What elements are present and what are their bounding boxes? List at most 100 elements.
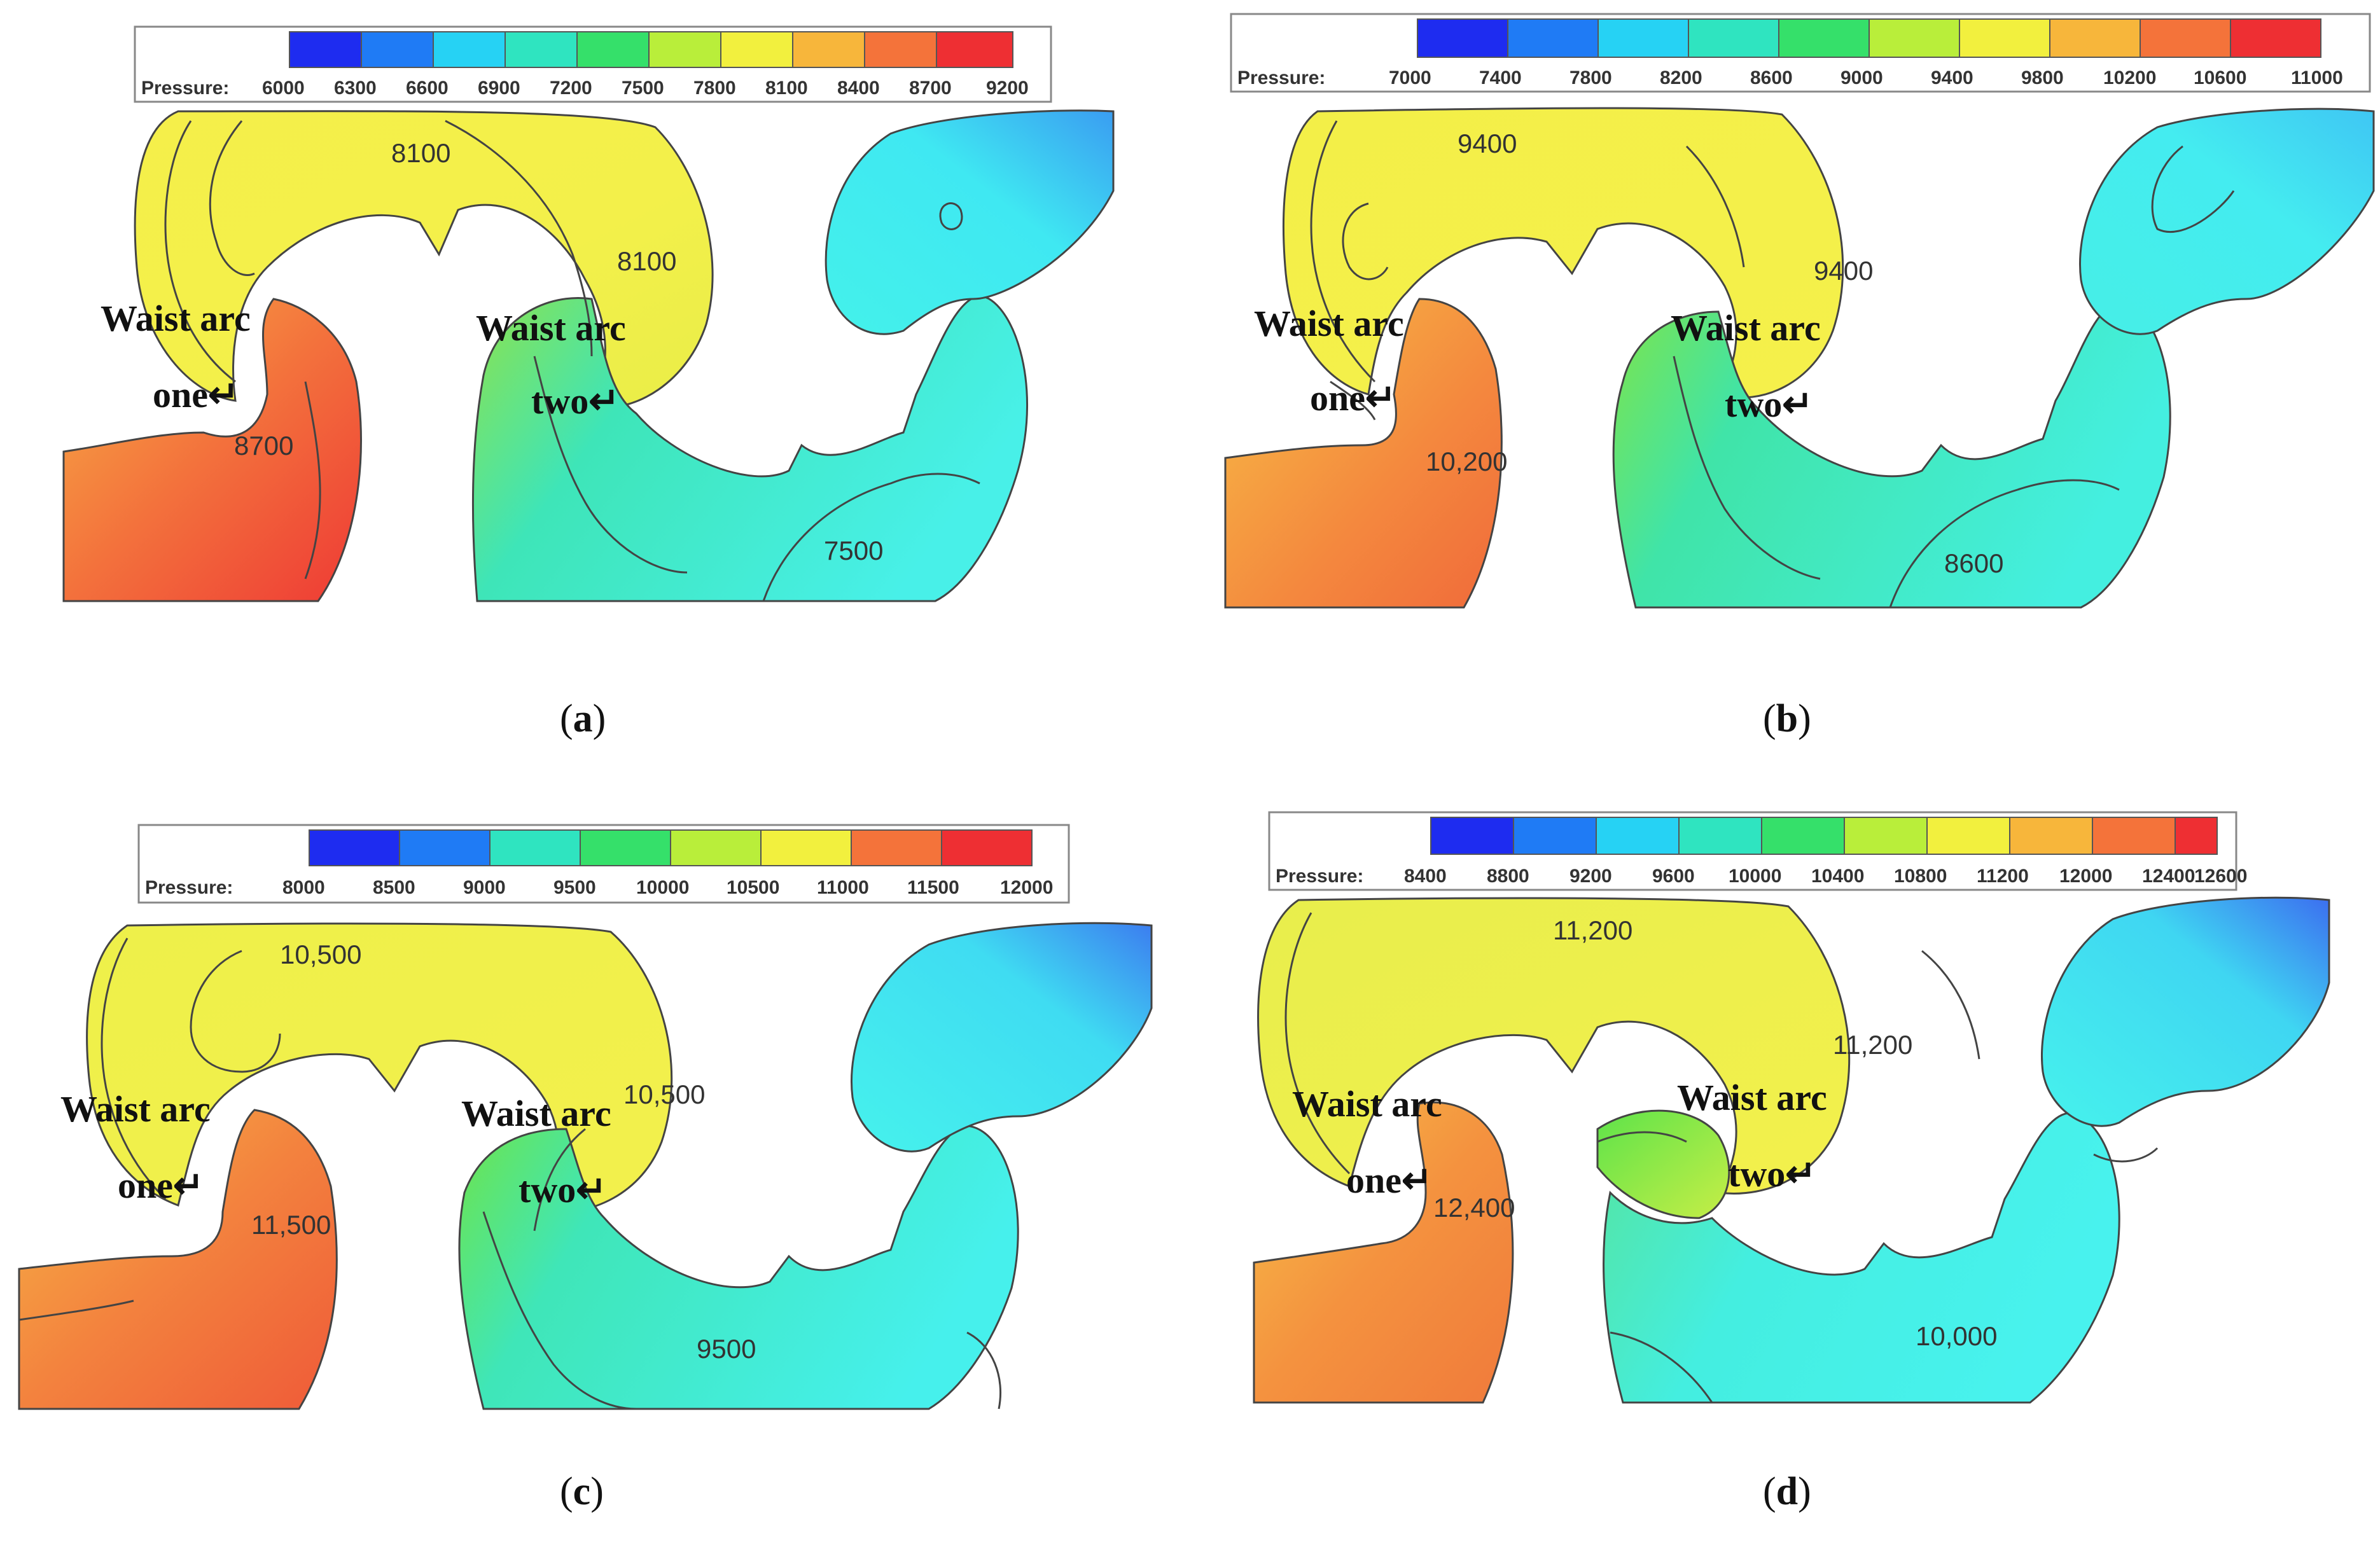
waist-arc-two-label-line2: two↵ xyxy=(1725,384,1813,425)
colorbar-swatch xyxy=(648,31,721,68)
waist-arc-one-label-line2: one↵ xyxy=(118,1165,204,1206)
colorbar-swatch xyxy=(2092,817,2176,855)
contour-line xyxy=(1597,1131,1687,1143)
contour-line xyxy=(533,356,688,574)
waist-arc-one-label-line1: Waist arc xyxy=(60,1088,211,1130)
contour-line xyxy=(533,1128,586,1231)
right-rotor-region xyxy=(2079,107,2375,335)
pressure-field xyxy=(18,922,1153,1410)
colorbar-swatch xyxy=(1778,18,1870,58)
contour-line xyxy=(164,120,236,383)
colorbar-swatch xyxy=(851,829,942,866)
colorbar-swatch xyxy=(1507,18,1599,58)
contour-label: 11,200 xyxy=(1553,915,1632,945)
colorbar-swatch xyxy=(576,31,650,68)
colorbar-swatch xyxy=(1869,18,1960,58)
colorbar-swatch xyxy=(941,829,1033,866)
panel-letter: d xyxy=(1776,1470,1798,1513)
middle-rotor-region xyxy=(1612,301,2171,609)
panel-letter: a xyxy=(573,697,593,740)
pressure-field xyxy=(62,109,1115,602)
contour-line xyxy=(190,950,281,1073)
contour-label: 12,400 xyxy=(1433,1193,1515,1223)
waist-arc-one-label-line1: Waist arc xyxy=(1254,303,1404,344)
panel-d: Pressure: 8400 8800 9200 9600 10000 1040… xyxy=(1190,773,2380,1545)
colorbar-swatch xyxy=(792,31,865,68)
contour-line xyxy=(1685,145,1745,268)
colorbar-swatch xyxy=(1959,18,2050,58)
legend-tick: 12400 xyxy=(2142,866,2195,887)
middle-rotor-region xyxy=(471,294,1029,602)
upper-rotor-region xyxy=(1257,897,1851,1195)
right-rotor-region xyxy=(825,109,1115,335)
legend-tick: 10000 xyxy=(636,877,689,898)
colorbar-swatch xyxy=(1513,817,1597,855)
contour-line xyxy=(18,1299,134,1321)
panel-d-figure: Pressure: 8400 8800 9200 9600 10000 1040… xyxy=(1253,811,2330,1513)
legend-tick: 6900 xyxy=(478,78,520,99)
contour-label: 11,500 xyxy=(251,1210,331,1240)
colorbar-swatch xyxy=(1688,18,1779,58)
left-rotor-region xyxy=(1224,298,1503,609)
legend-tick: 9200 xyxy=(1569,866,1612,887)
legend-tick: 7400 xyxy=(1479,67,1522,88)
waist-arc-one-label-line2: one↵ xyxy=(153,374,239,415)
waist-arc-two-label-line1: Waist arc xyxy=(476,307,626,349)
legend: Pressure: 8400 8800 9200 9600 10000 1040… xyxy=(1268,811,2247,891)
panel-letter: b xyxy=(1776,697,1798,740)
legend-tick: 8800 xyxy=(1487,866,1529,887)
right-rotor-region xyxy=(851,922,1153,1153)
legend-tick: 12600 xyxy=(2194,866,2247,887)
right-rotor-region xyxy=(2041,896,2330,1127)
contour-label: 11,200 xyxy=(1833,1030,1912,1060)
waist-arc-two-label-line2: two↵ xyxy=(518,1169,607,1210)
waist-arc-two-label-line2: two↵ xyxy=(531,380,620,422)
contour-line xyxy=(1673,356,1821,580)
contour-line xyxy=(939,202,963,230)
pressure-field xyxy=(1253,896,2330,1404)
legend-tick: 7200 xyxy=(550,78,592,99)
middle-rotor-region xyxy=(458,1125,1019,1410)
legend: Pressure: 7000 7400 7800 8200 8600 9000 … xyxy=(1230,13,2371,93)
legend: Pressure: 8000 8500 9000 9500 10000 1050… xyxy=(137,824,1070,904)
colorbar-swatch xyxy=(580,829,671,866)
contour-line xyxy=(209,120,255,276)
left-rotor-region xyxy=(1253,1101,1514,1404)
legend-tick: 9200 xyxy=(986,78,1029,99)
middle-rotor-region xyxy=(1603,1112,2120,1404)
contour-label: 10,000 xyxy=(1916,1321,1997,1351)
contour-line xyxy=(1342,202,1389,281)
legend-tick: 10200 xyxy=(2103,67,2156,88)
legend-tick: 8400 xyxy=(837,78,880,99)
contour-line xyxy=(2151,145,2235,233)
legend-tick: 8600 xyxy=(1750,67,1793,88)
contour-label: 8100 xyxy=(617,246,676,276)
legend-tick: 11200 xyxy=(1977,866,2029,887)
waist-arc-one-label-line2: one↵ xyxy=(1346,1160,1433,1201)
legend-tick: 9600 xyxy=(1652,866,1695,887)
contour-label: 8700 xyxy=(234,431,293,461)
contour-label: 10,200 xyxy=(1426,447,1507,476)
contour-line xyxy=(1921,950,1980,1060)
legend-tick: 11000 xyxy=(2291,67,2343,88)
panel-letter: c xyxy=(573,1470,591,1513)
contour-line xyxy=(966,1331,1002,1410)
panel-a: Pressure: 6000 6300 6600 6900 7200 7500 … xyxy=(0,0,1190,772)
contour-line xyxy=(1310,120,1376,383)
legend-tick: 8500 xyxy=(373,877,415,898)
panel-c-figure: Pressure: 8000 8500 9000 9500 10000 1050… xyxy=(18,824,1153,1513)
legend-tick: 8200 xyxy=(1660,67,1702,88)
waist-arc-two-label-line2: two↵ xyxy=(1728,1153,1816,1195)
contour-line xyxy=(1889,479,2120,608)
colorbar-swatch xyxy=(1417,18,1508,58)
contour-label: 7500 xyxy=(824,536,883,565)
legend-tick: 7800 xyxy=(693,78,736,99)
contour-label: 9400 xyxy=(1458,128,1517,158)
legend-tick: 9800 xyxy=(2021,67,2064,88)
contour-label: 8100 xyxy=(391,138,450,168)
colorbar-swatch xyxy=(2230,18,2321,58)
upper-rotor-region xyxy=(1283,107,1844,399)
contour-label: 9400 xyxy=(1814,256,1873,286)
colorbar-swatch xyxy=(433,31,506,68)
colorbar-swatch xyxy=(670,829,762,866)
